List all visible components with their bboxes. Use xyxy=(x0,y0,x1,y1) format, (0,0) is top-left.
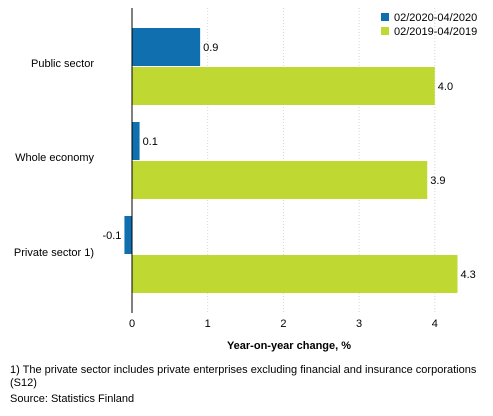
legend-swatch xyxy=(381,13,389,21)
footnote: 1) The private sector includes private e… xyxy=(10,364,477,389)
data-labels: 0.9 4.0 0.1 3.9 -0.1 4.3 xyxy=(102,42,475,281)
legend-swatch xyxy=(381,27,389,35)
bar-2020-2 xyxy=(124,216,132,254)
data-label: 4.3 xyxy=(461,269,476,281)
x-axis-title: Year-on-year change, % xyxy=(227,340,351,352)
x-tick-label: 3 xyxy=(356,318,362,330)
data-label: 3.9 xyxy=(430,175,445,187)
category-labels: Public sector Whole economy Private sector… xyxy=(14,58,95,259)
x-tick-label: 4 xyxy=(432,318,438,330)
data-label: 4.0 xyxy=(438,81,453,93)
bar-2019-0 xyxy=(132,67,435,105)
legend-label: 02/2019-04/2019 xyxy=(394,26,477,38)
bar-2019-1 xyxy=(132,161,428,199)
legend-label: 02/2020-04/2020 xyxy=(394,12,477,24)
x-tick-label: 2 xyxy=(280,318,286,330)
source-note: Source: Statistics Finland xyxy=(10,393,135,405)
x-tick-label: 0 xyxy=(129,318,135,330)
data-label: 0.1 xyxy=(143,136,158,148)
data-label: 0.9 xyxy=(203,42,218,54)
category-label: Public sector xyxy=(31,58,94,70)
bar-2020-0 xyxy=(132,28,201,66)
data-label: -0.1 xyxy=(102,230,121,242)
bar-2020-1 xyxy=(132,122,140,160)
legend: 02/2020-04/2020 02/2019-04/2019 xyxy=(381,12,477,38)
x-tick-labels: 0 1 2 3 4 xyxy=(129,318,438,330)
x-tick-label: 1 xyxy=(205,318,211,330)
category-label: Private sector 1) xyxy=(14,247,94,259)
bar-2019-2 xyxy=(132,255,458,293)
category-label: Whole economy xyxy=(15,152,94,164)
bars xyxy=(124,28,458,293)
